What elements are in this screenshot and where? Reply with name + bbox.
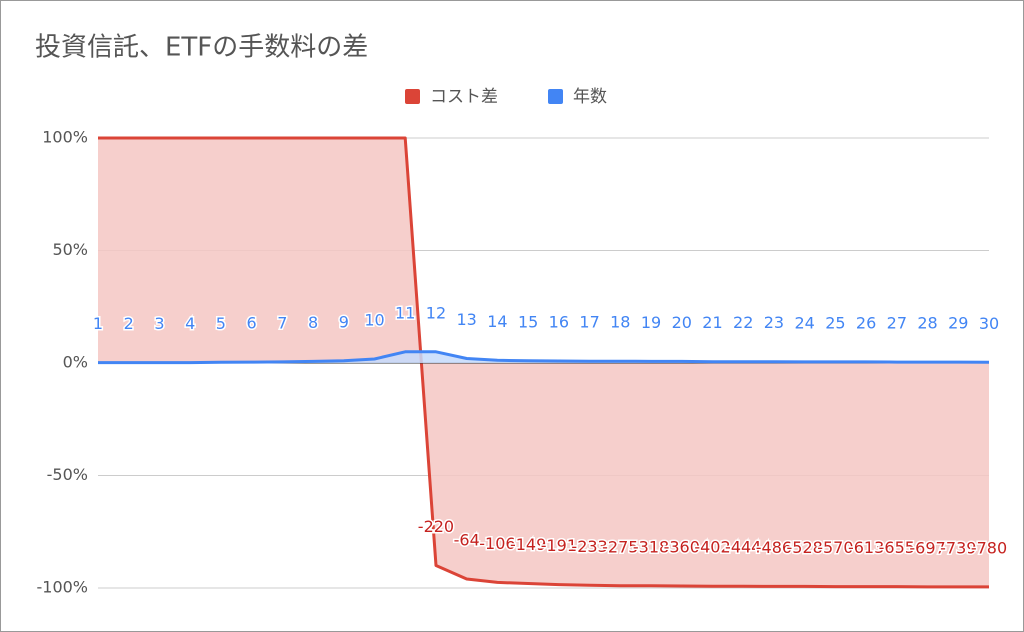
- category-label: 4: [185, 314, 195, 333]
- chart-title: 投資信託、ETFの手数料の差: [35, 33, 368, 63]
- category-label: 13: [457, 310, 477, 329]
- y-tick-label: -100%: [36, 578, 88, 597]
- category-label: 24: [794, 313, 814, 332]
- data-label: -655: [879, 538, 915, 557]
- category-label: 19: [641, 313, 661, 332]
- data-label: -233: [571, 537, 607, 556]
- data-label: -318: [633, 537, 669, 556]
- y-tick-label: 50%: [52, 240, 88, 259]
- data-label: -780: [971, 538, 1007, 557]
- category-label: 8: [308, 313, 318, 332]
- area: [98, 138, 989, 587]
- category-label: 11: [395, 303, 415, 322]
- data-label: -528: [786, 538, 822, 557]
- data-label: -106: [479, 534, 515, 553]
- category-label: 22: [733, 313, 753, 332]
- data-label: -360: [664, 537, 700, 556]
- category-label: 14: [487, 312, 507, 331]
- legend-label: 年数: [573, 87, 607, 107]
- y-tick-label: -50%: [47, 465, 88, 484]
- category-label: 3: [154, 314, 164, 333]
- category-label: 12: [426, 303, 446, 322]
- data-label: -444: [725, 538, 761, 557]
- category-label: 18: [610, 313, 630, 332]
- legend-swatch: [405, 89, 420, 104]
- category-label: 21: [702, 313, 722, 332]
- y-tick-label: 0%: [63, 353, 88, 372]
- category-label: 7: [277, 313, 287, 332]
- data-label: -697: [909, 538, 945, 557]
- category-label: 25: [825, 313, 845, 332]
- category-label: 9: [339, 312, 349, 331]
- data-label: -191: [541, 536, 577, 555]
- data-label: -402: [694, 538, 730, 557]
- data-label: -149: [510, 535, 546, 554]
- line: [98, 136, 989, 589]
- category-label: 16: [549, 312, 569, 331]
- category-label: 1: [93, 314, 103, 333]
- category-label: 28: [917, 314, 937, 333]
- category-label: 23: [764, 313, 784, 332]
- category-label: 29: [948, 314, 968, 333]
- data-label: -486: [756, 538, 792, 557]
- data-label: -220: [418, 517, 454, 536]
- category-label: 26: [856, 313, 876, 332]
- category-label: 17: [579, 313, 599, 332]
- data-label: -613: [848, 538, 884, 557]
- category-label: 10: [364, 310, 384, 329]
- data-label: -275: [602, 537, 638, 556]
- data-label: -570: [817, 538, 853, 557]
- category-label: 27: [887, 314, 907, 333]
- data-label: -739: [940, 538, 976, 557]
- category-label: 30: [979, 314, 999, 333]
- category-label: 15: [518, 312, 538, 331]
- data-label: -64: [454, 531, 480, 550]
- category-label: 5: [216, 314, 226, 333]
- line: [98, 350, 990, 365]
- legend-swatch: [548, 89, 563, 104]
- category-label: 2: [124, 314, 134, 333]
- category-label: 6: [247, 314, 257, 333]
- category-label: 20: [672, 313, 692, 332]
- legend-label: コスト差: [430, 87, 498, 107]
- y-tick-label: 100%: [42, 128, 88, 147]
